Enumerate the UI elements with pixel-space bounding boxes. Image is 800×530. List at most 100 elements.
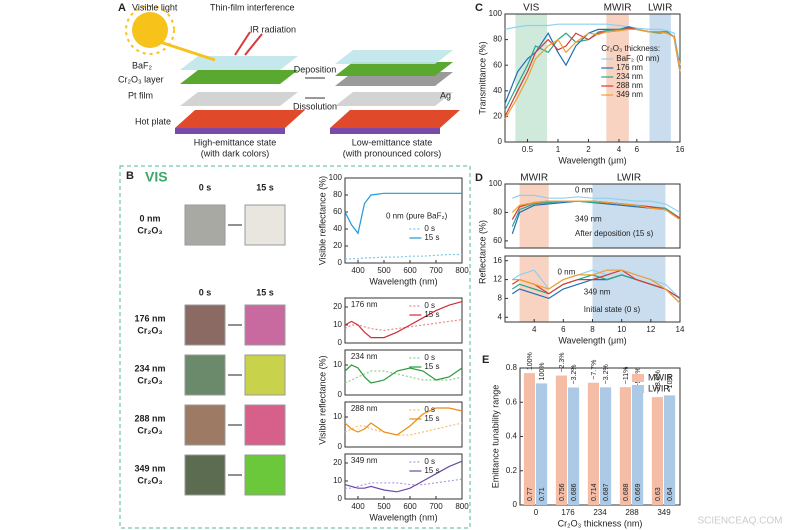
y-tick-label: 12: [493, 275, 502, 284]
y-tick-label: 100: [489, 9, 503, 18]
panel-label: A: [118, 2, 126, 14]
plot-frame: [344, 177, 463, 264]
y-tick-label: 0: [338, 258, 343, 267]
x-tick-label: 234: [593, 508, 607, 517]
value-label: 0.71: [539, 487, 546, 501]
y-tick-label: 16: [493, 256, 502, 265]
label: Dissolution: [293, 101, 337, 111]
bar: [619, 387, 631, 505]
x-tick-label: 4: [532, 325, 537, 334]
vis-title: VIS: [145, 169, 168, 185]
series-line: [344, 192, 462, 235]
plot-frame: [344, 297, 463, 344]
y-tick-label: 4: [498, 312, 503, 321]
plot-frame: [504, 13, 681, 143]
ir-arrow: [244, 33, 263, 56]
series-line: [512, 194, 681, 213]
y-tick-label: 20: [333, 302, 342, 311]
legend-label: 234 nm: [616, 72, 643, 81]
hot-plate-2: [330, 110, 460, 128]
x-tick-label: 8: [590, 325, 595, 334]
row-label: Cr₂O₃: [137, 225, 162, 235]
legend-label: BaF₂ (0 nm): [616, 54, 659, 63]
legend-swatch: [632, 374, 644, 382]
y-axis-label: Emittance tunability range: [490, 385, 500, 489]
legend-swatch: [632, 385, 644, 393]
value-label: 0.688: [623, 483, 630, 501]
x-tick-label: 500: [377, 502, 391, 511]
legend-label: 15 s: [424, 310, 439, 319]
bar: [536, 383, 548, 505]
region: [592, 184, 666, 248]
legend-label: 0 s: [424, 353, 435, 362]
x-axis-label: Wavelength (nm): [369, 512, 437, 522]
change-label: −3.2%: [571, 364, 578, 384]
label: High-emittance state: [194, 137, 277, 147]
y-tick-label: 10: [333, 320, 342, 329]
series-line: [344, 407, 463, 436]
y-axis-label: Visible reflectance (%): [317, 176, 327, 265]
panel-b-frame: [119, 165, 471, 529]
y-tick-label: 0: [498, 137, 503, 146]
series-line: [511, 200, 681, 221]
x-tick-label: 2: [586, 145, 591, 154]
x-tick-label: 288: [625, 508, 639, 517]
value-label: 0.714: [591, 483, 598, 501]
y-tick-label: 10: [333, 476, 342, 485]
legend-label: 15 s: [424, 362, 439, 371]
y-tick-label: 40: [333, 224, 342, 233]
region: [592, 256, 666, 322]
bar: [568, 387, 580, 505]
y-tick-label: 8: [498, 294, 503, 303]
y-tick-label: 20: [333, 241, 342, 250]
legend-label: 0 s: [424, 224, 435, 233]
row-label: Cr₂O₃: [137, 425, 162, 435]
sample-photo: [244, 354, 286, 396]
label: Deposition: [294, 64, 337, 74]
sample-photo: [244, 204, 286, 246]
change-label: −10%: [667, 374, 674, 392]
annotation: After deposition (15 s): [575, 229, 654, 238]
change-label: −18.6%: [655, 370, 662, 394]
x-axis-label: Cr₂O₃ thickness (nm): [558, 518, 643, 528]
series-line: [504, 23, 681, 66]
sample-photo: [184, 354, 226, 396]
y-tick-label: 0.4: [506, 432, 518, 441]
row-label: 288 nm: [134, 413, 165, 423]
pt-film: [180, 92, 298, 106]
legend-label: 0 s: [424, 301, 435, 310]
series-line: [512, 269, 681, 304]
change-label: −11%: [623, 367, 630, 385]
panel-label: B: [126, 170, 134, 182]
x-axis-label: Wavelength (μm): [558, 335, 626, 345]
y-tick-label: 60: [493, 60, 502, 69]
value-label: 0.669: [635, 483, 642, 501]
y-axis-label: Visible reflectance (%): [317, 355, 327, 444]
annotation: 234 nm: [351, 352, 378, 361]
x-tick-label: 6: [635, 145, 640, 154]
light-beam: [159, 40, 216, 62]
region-label: VIS: [523, 3, 539, 14]
x-tick-label: 349: [657, 508, 671, 517]
row-label: 176 nm: [134, 313, 165, 323]
value-label: 0.686: [571, 483, 578, 501]
y-axis-label: Reflectance (%): [477, 220, 487, 284]
x-tick-label: 176: [561, 508, 575, 517]
sample-photo: [244, 454, 286, 496]
region: [649, 14, 671, 142]
cr2o3-layer-2: [335, 62, 453, 76]
row-label: Cr₂O₃: [137, 375, 162, 385]
x-tick-label: 500: [377, 266, 391, 275]
hot-plate: [175, 110, 305, 128]
series-line: [504, 28, 681, 120]
pt-film-2: [335, 92, 453, 106]
y-tick-label: 20: [493, 112, 502, 121]
legend-label: 288 nm: [616, 81, 643, 90]
y-tick-label: 40: [493, 86, 502, 95]
annotation: 349 nm: [575, 214, 602, 223]
value-label: 0.756: [559, 483, 566, 501]
x-tick-label: 4: [617, 145, 622, 154]
bar: [555, 375, 567, 505]
region-label: LWIR: [648, 3, 672, 14]
legend-label: 0 s: [424, 457, 435, 466]
